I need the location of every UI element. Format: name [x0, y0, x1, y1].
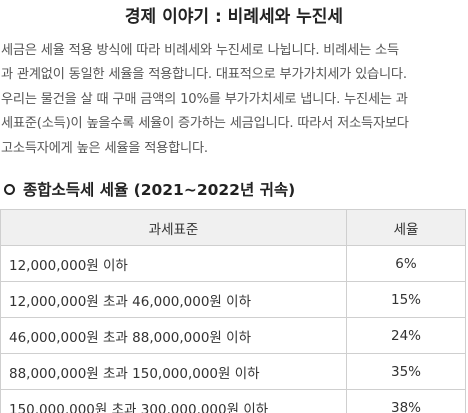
table-row: 150,000,000원 초과 300,000,000원 이하 38% [0, 389, 466, 413]
column-header-rate: 세율 [346, 209, 466, 246]
column-header-tax-base: 과세표준 [0, 209, 347, 246]
tax-base-cell: 150,000,000원 초과 300,000,000원 이하 [0, 389, 347, 413]
table-row: 46,000,000원 초과 88,000,000원 이하 24% [0, 317, 466, 354]
table-row: 88,000,000원 초과 150,000,000원 이하 35% [0, 353, 466, 390]
section-heading: 종합소득세 세율 (2021~2022년 귀속) [2, 176, 295, 202]
tax-base-cell: 46,000,000원 초과 88,000,000원 이하 [0, 317, 347, 354]
table-row: 12,000,000원 초과 46,000,000원 이하 15% [0, 281, 466, 318]
tax-base-cell: 88,000,000원 초과 150,000,000원 이하 [0, 353, 347, 390]
table-row: 12,000,000원 이하 6% [0, 245, 466, 282]
table-header-row: 과세표준 세율 [0, 209, 466, 246]
paragraph-line: 세표준(소득)이 높을수록 세율이 증가하는 세금입니다. 따라서 저소득자보다 [1, 116, 409, 132]
body-paragraph: 세금은 세율 적용 방식에 따라 비례세와 누진세로 나뉩니다. 비례세는 소득… [0, 39, 468, 161]
paragraph-line: 고소득자에게 높은 세율을 적용합니다. [1, 140, 208, 156]
section-heading-text: 종합소득세 세율 (2021~2022년 귀속) [23, 181, 296, 199]
tax-base-cell: 12,000,000원 이하 [0, 245, 347, 282]
paragraph-line: 우리는 물건을 살 때 구매 금액의 10%를 부가가치세로 냅니다. 누진세는… [1, 91, 408, 107]
page-title: 경제 이야기 : 비례세와 누진세 [124, 7, 344, 27]
paragraph-line: 과 관계없이 동일한 세율을 적용합니다. 대표적으로 부가가치세가 있습니다. [1, 67, 407, 83]
tax-base-cell: 12,000,000원 초과 46,000,000원 이하 [0, 281, 347, 318]
rate-cell: 6% [346, 245, 466, 282]
circle-bullet-icon [4, 183, 15, 195]
paragraph-line: 세금은 세율 적용 방식에 따라 비례세와 누진세로 나뉩니다. 비례세는 소득 [1, 43, 399, 58]
tax-rate-table: 과세표준 세율 12,000,000원 이하 6% 12,000,000원 초과… [0, 209, 466, 413]
rate-cell: 38% [346, 389, 466, 413]
rate-cell: 24% [346, 317, 466, 354]
rate-cell: 35% [346, 353, 466, 390]
rate-cell: 15% [346, 281, 466, 318]
